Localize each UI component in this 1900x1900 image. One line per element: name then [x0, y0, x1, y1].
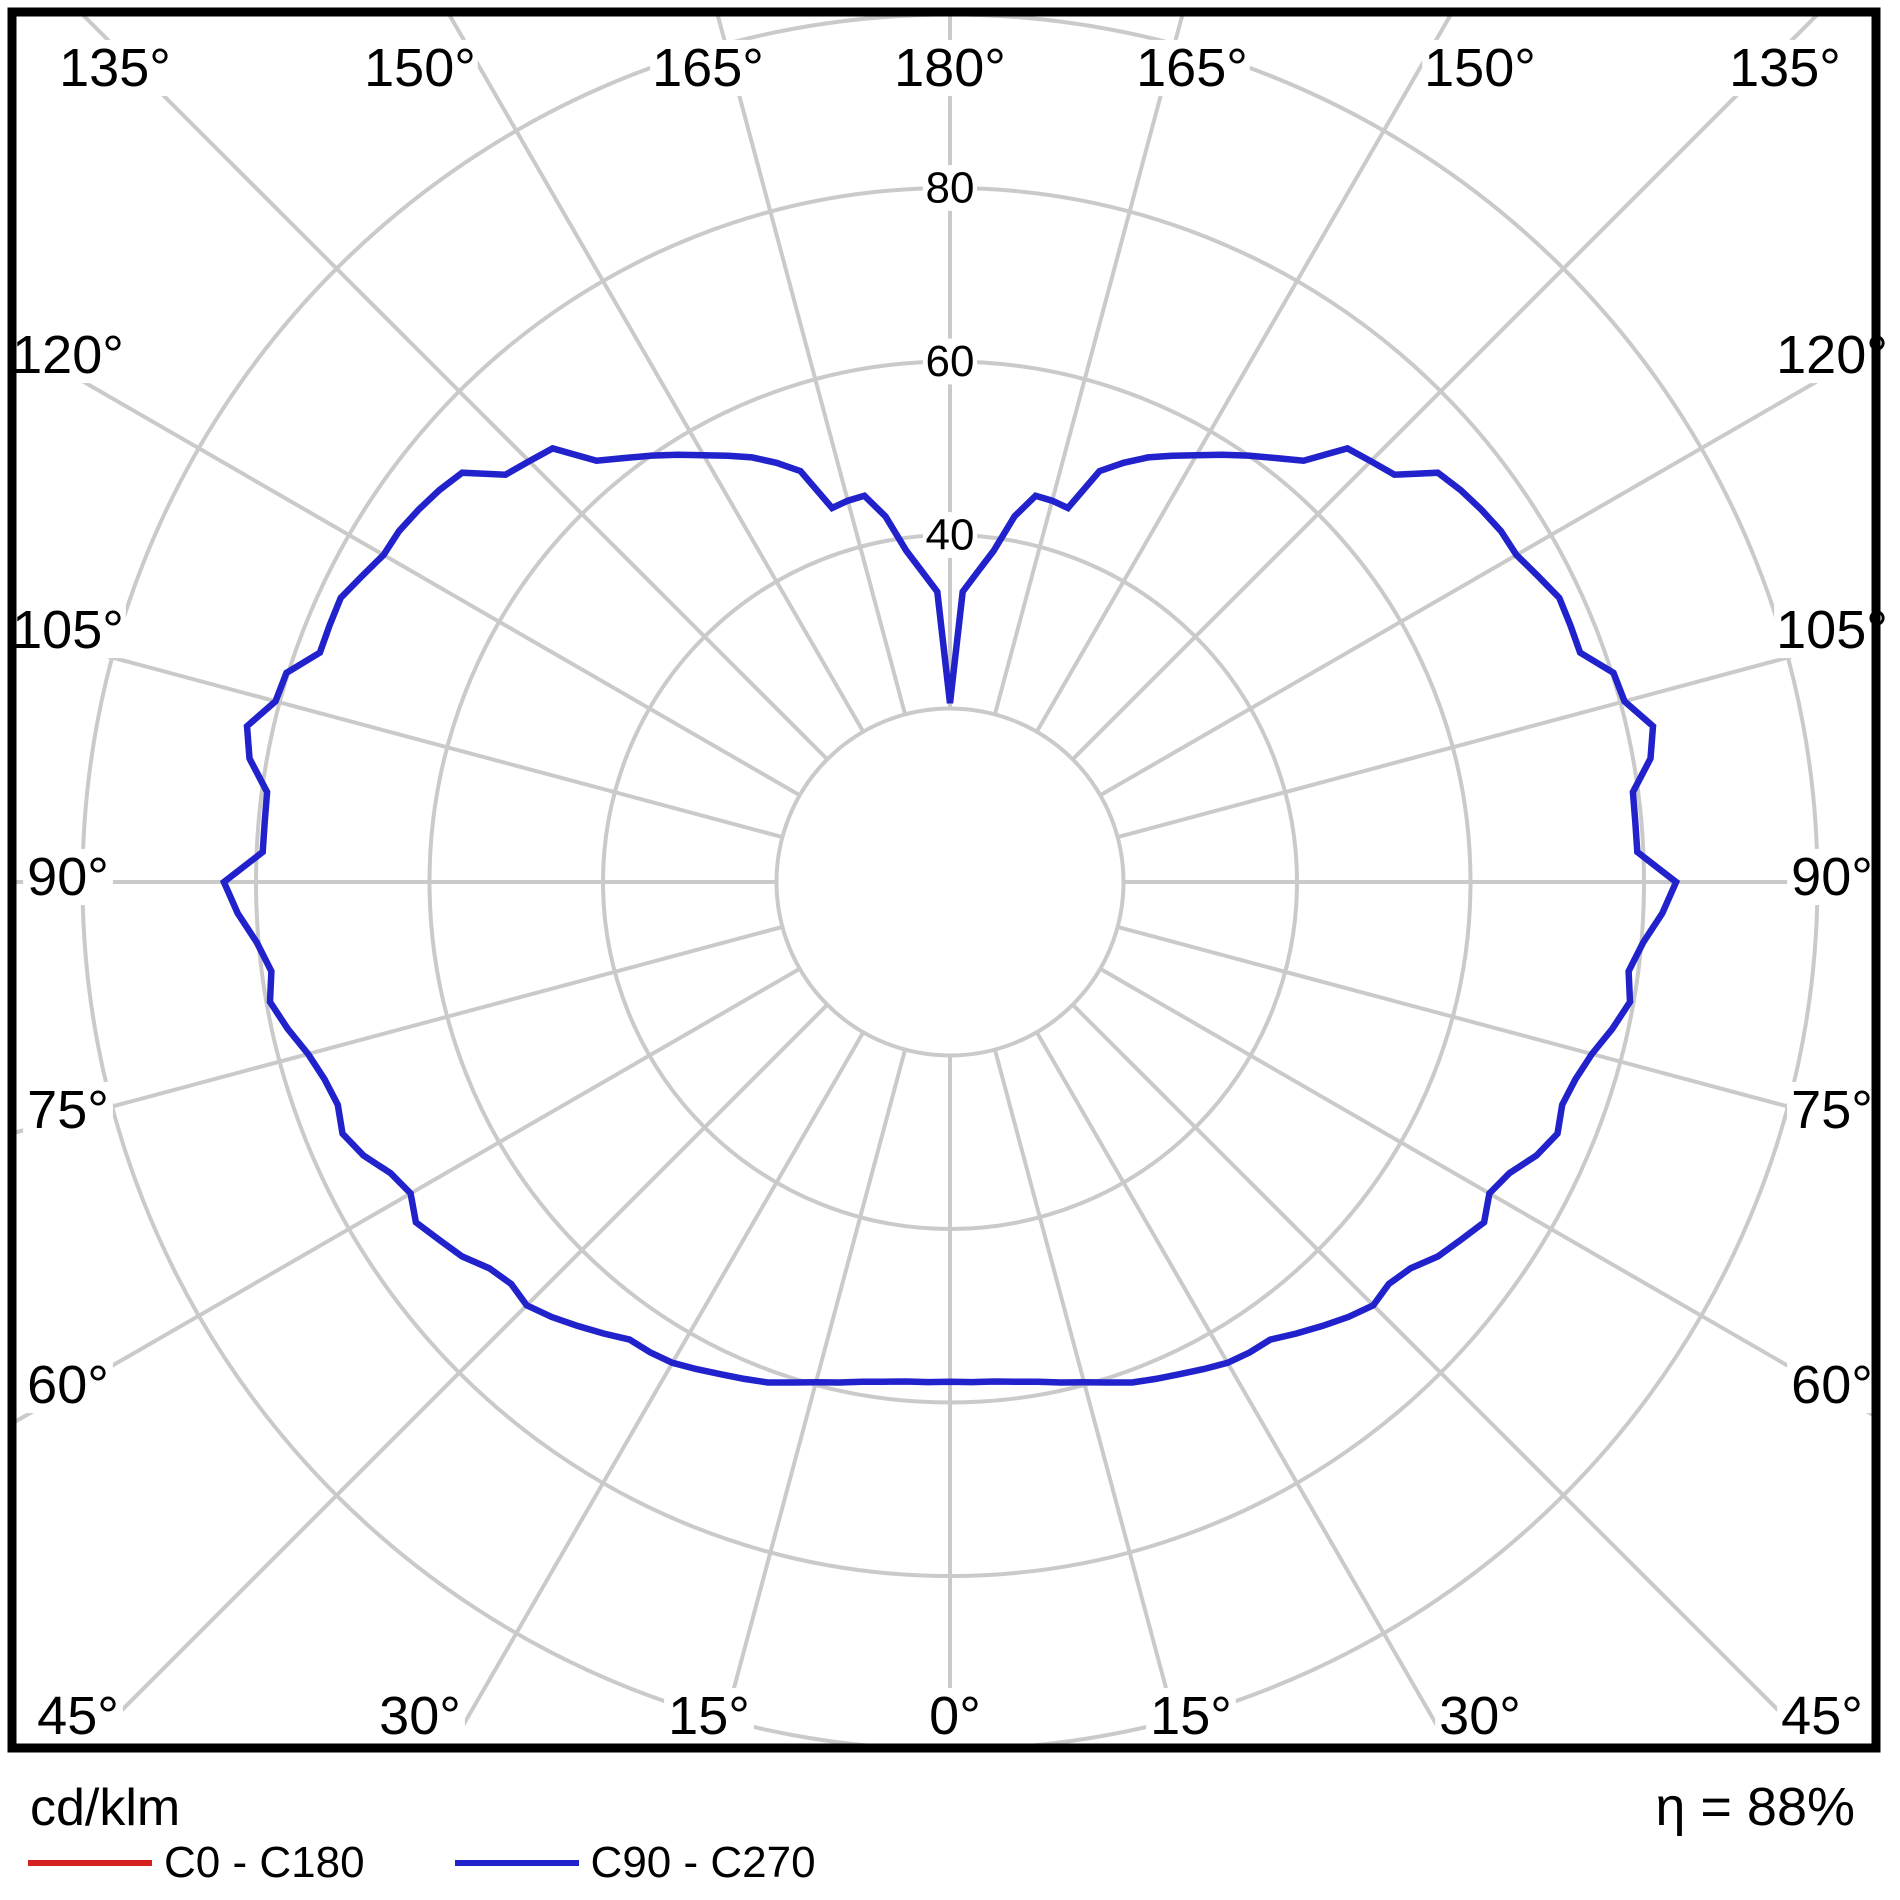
angle-label-bottom: 30°	[1439, 1686, 1521, 1746]
angle-label-right: 105°	[1776, 600, 1888, 660]
legend-line-c0-c180-icon	[28, 1860, 152, 1866]
angle-label-bottom: 15°	[1150, 1686, 1232, 1746]
angle-label-bottom: 45°	[37, 1686, 119, 1746]
angle-label-right: 90°	[1791, 847, 1873, 907]
angle-label-left: 120°	[12, 325, 124, 385]
legend: C0 - C180 C90 - C270	[28, 1838, 906, 1888]
angle-label-top: 150°	[364, 38, 476, 98]
legend-label-c90-c270: C90 - C270	[590, 1838, 816, 1887]
radial-tick-label: 40	[926, 511, 975, 560]
unit-label: cd/klm	[30, 1779, 181, 1837]
angle-label-top: 180°	[894, 38, 1006, 98]
legend-label-c0-c180: C0 - C180	[164, 1838, 365, 1887]
angle-label-top: 135°	[59, 38, 171, 98]
legend-line-c90-c270-icon	[454, 1860, 579, 1866]
angle-label-bottom: 30°	[379, 1686, 461, 1746]
chart-frame	[7, 7, 1881, 1753]
angle-label-bottom: 0°	[929, 1686, 981, 1746]
grid-labels: 135° 150° 165° 180° 165° 150° 135° 45° 30° 15° 0° 1…	[12, 38, 1888, 1746]
angle-label-left: 90°	[27, 847, 109, 907]
angle-label-right: 120°	[1776, 325, 1888, 385]
angle-label-right: 75°	[1791, 1080, 1873, 1140]
label-knockouts	[10, 39, 1890, 1745]
curve-c90-c270	[219, 444, 1681, 1386]
angle-label-left: 60°	[27, 1355, 109, 1415]
angle-label-bottom: 15°	[668, 1686, 750, 1746]
angle-label-left: 75°	[27, 1080, 109, 1140]
angle-label-top: 165°	[652, 38, 764, 98]
radial-tick-label: 80	[926, 164, 975, 213]
angle-label-bottom: 45°	[1781, 1686, 1863, 1746]
angle-label-left: 105°	[12, 600, 124, 660]
efficiency-label: η = 88%	[1655, 1777, 1855, 1837]
angle-label-top: 150°	[1424, 38, 1536, 98]
angle-label-top: 165°	[1136, 38, 1248, 98]
angle-label-top: 135°	[1729, 38, 1841, 98]
angle-label-right: 60°	[1791, 1355, 1873, 1415]
radial-tick-label: 60	[926, 337, 975, 386]
